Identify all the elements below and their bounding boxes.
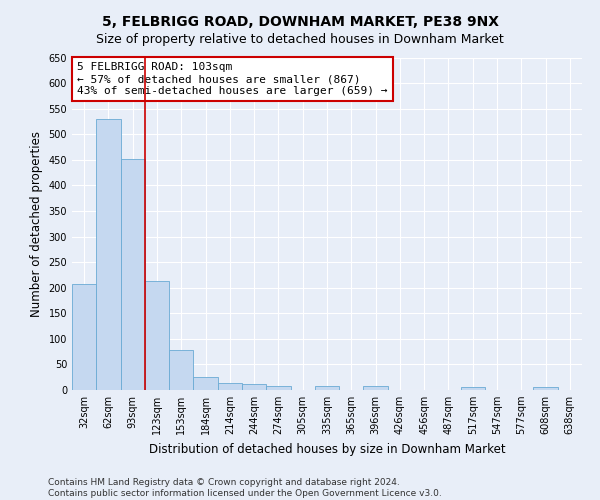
Bar [533, 387, 558, 390]
Bar [145, 281, 169, 390]
Y-axis label: Number of detached properties: Number of detached properties [30, 130, 43, 317]
Bar [193, 377, 218, 390]
Text: 5 FELBRIGG ROAD: 103sqm
← 57% of detached houses are smaller (867)
43% of semi-d: 5 FELBRIGG ROAD: 103sqm ← 57% of detache… [77, 62, 388, 96]
Bar [266, 386, 290, 390]
Text: 5, FELBRIGG ROAD, DOWNHAM MARKET, PE38 9NX: 5, FELBRIGG ROAD, DOWNHAM MARKET, PE38 9… [101, 15, 499, 29]
Bar [364, 386, 388, 390]
Bar [72, 284, 96, 390]
Bar [218, 383, 242, 390]
Text: Contains HM Land Registry data © Crown copyright and database right 2024.
Contai: Contains HM Land Registry data © Crown c… [48, 478, 442, 498]
X-axis label: Distribution of detached houses by size in Downham Market: Distribution of detached houses by size … [149, 442, 505, 456]
Text: Size of property relative to detached houses in Downham Market: Size of property relative to detached ho… [96, 32, 504, 46]
Bar [121, 160, 145, 390]
Bar [242, 384, 266, 390]
Bar [461, 387, 485, 390]
Bar [96, 119, 121, 390]
Bar [315, 386, 339, 390]
Bar [169, 350, 193, 390]
